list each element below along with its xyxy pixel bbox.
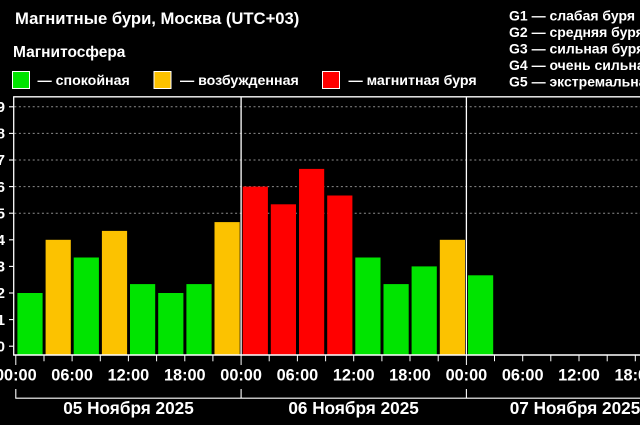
- svg-text:00:00: 00:00: [446, 366, 488, 384]
- svg-text:G1 — слабая буря: G1 — слабая буря: [509, 7, 635, 23]
- svg-text:00:00: 00:00: [0, 366, 37, 384]
- svg-text:— магнитная буря: — магнитная буря: [349, 73, 477, 89]
- svg-text:— спокойная: — спокойная: [38, 73, 130, 89]
- svg-text:0: 0: [0, 338, 5, 355]
- svg-text:2: 2: [0, 285, 5, 302]
- svg-text:G2 — средняя буря: G2 — средняя буря: [509, 24, 640, 40]
- svg-text:3: 3: [0, 259, 5, 276]
- svg-text:1: 1: [0, 312, 5, 329]
- svg-text:18:00: 18:00: [389, 366, 431, 384]
- svg-text:4: 4: [0, 232, 6, 249]
- svg-text:— возбужденная: — возбужденная: [180, 73, 299, 89]
- svg-text:G4 — очень сильная буря: G4 — очень сильная буря: [509, 57, 640, 73]
- svg-text:9: 9: [0, 99, 5, 116]
- svg-text:12:00: 12:00: [558, 366, 600, 384]
- svg-text:07 Ноября 2025: 07 Ноября 2025: [510, 398, 640, 418]
- svg-text:G3 — сильная буря: G3 — сильная буря: [509, 40, 640, 56]
- svg-text:6: 6: [0, 179, 5, 196]
- svg-text:06 Ноября 2025: 06 Ноября 2025: [288, 398, 419, 418]
- svg-text:12:00: 12:00: [108, 366, 150, 384]
- svg-text:G5 — экстремальная буря: G5 — экстремальная буря: [509, 73, 640, 89]
- svg-text:5: 5: [0, 205, 5, 222]
- svg-text:8: 8: [0, 126, 5, 143]
- svg-text:18:00: 18:00: [164, 366, 206, 384]
- svg-text:12:00: 12:00: [333, 366, 375, 384]
- svg-text:00:00: 00:00: [220, 366, 262, 384]
- svg-text:05 Ноября 2025: 05 Ноября 2025: [63, 398, 194, 418]
- svg-text:Магнитосфера: Магнитосфера: [13, 44, 126, 61]
- svg-text:Магнитные бури, Москва (UTC+03: Магнитные бури, Москва (UTC+03): [15, 9, 299, 28]
- svg-text:06:00: 06:00: [277, 366, 319, 384]
- svg-text:06:00: 06:00: [51, 366, 93, 384]
- svg-text:7: 7: [0, 152, 5, 169]
- svg-text:18:00: 18:00: [614, 366, 640, 384]
- svg-text:06:00: 06:00: [502, 366, 544, 384]
